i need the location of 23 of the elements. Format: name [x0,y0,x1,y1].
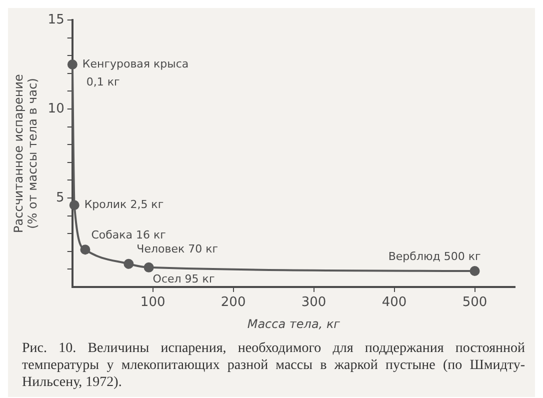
point [69,200,80,210]
point [67,60,78,70]
x-tick-label: 200 [220,295,246,310]
point [470,266,480,276]
y-tick-label: 10 [48,101,64,116]
annotation: Верблюд 500 кг [388,250,481,263]
annotation: Осел 95 кг [152,272,215,286]
x-tick-label: 400 [382,295,407,310]
annotation: Кенгуровая крыса 0,1 кг [82,57,189,88]
text: Рис. 10. Величины испарения, необходимого для поддержания постоянной температуры у млекопитающих разной массы в жаркой пустыне (по Шмидту-Нильсену, 1972). [21,340,526,392]
annotation: Собака 16 кг [91,228,166,242]
x-tick-label: 100 [140,295,166,310]
y-axis-title: Рассчитанное испарение (% от массы тела в час) [11,74,40,233]
annotation: Человек 70 кг [136,242,218,256]
x-axis-title: Масса тела, кг [247,316,341,331]
y-tick-label: 5 [56,190,64,206]
x-tick-label: 300 [301,295,326,310]
y-tick-label: 15 [48,12,64,28]
point [124,258,134,269]
annotation: Кролик 2,5 кг [84,198,164,211]
point [80,244,90,255]
x-tick-label: 500 [462,295,488,310]
point [144,262,154,272]
